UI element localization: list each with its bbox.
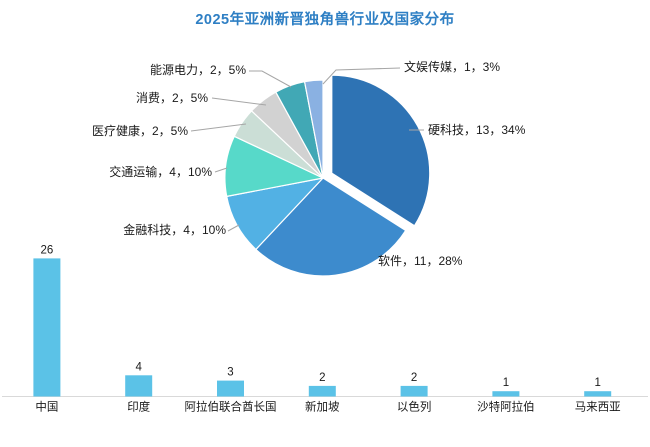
pie-label-5: 消费，2，5%: [136, 91, 208, 105]
bar-value-label-4: 2: [411, 372, 417, 384]
page-title: 2025年亚洲新晋独角兽行业及国家分布: [195, 12, 455, 28]
pie-leader-line-7: [322, 67, 401, 85]
bar-category-label-1: 印度: [127, 400, 150, 414]
pie-slice-7: [303, 79, 324, 179]
pie-slice-1: [255, 177, 407, 277]
bar-category-label-2: 阿拉伯联合酋长国: [185, 400, 277, 414]
bar-2: [217, 380, 244, 397]
bar-value-label-1: 4: [135, 361, 142, 373]
bar-5: [492, 391, 520, 397]
pie-leader-line-6: [249, 70, 292, 88]
bar-value-label-3: 2: [319, 372, 325, 384]
pie-label-4: 医疗健康，2，5%: [92, 123, 188, 138]
bar-category-label-4: 以色列: [397, 400, 432, 414]
bar-4: [400, 385, 428, 397]
pie-label-7: 文娱传媒，1，3%: [404, 59, 500, 74]
pie-leader-line-4: [190, 123, 247, 132]
pie-label-0: 硬科技，13，34%: [428, 123, 526, 137]
pie-leader-line-3: [214, 167, 228, 173]
bar-value-label-6: 1: [594, 377, 600, 389]
bar-category-label-5: 沙特阿拉伯: [477, 400, 535, 414]
bar-category-label-6: 马来西亚: [575, 401, 621, 414]
pie-label-2: 金融科技，4，10%: [123, 222, 226, 237]
bar-0: [33, 258, 61, 397]
bar-value-label-0: 26: [41, 244, 54, 256]
pie-slice-0: [331, 74, 431, 227]
pie-leader-line-2: [227, 224, 240, 232]
bar-category-label-0: 中国: [35, 401, 58, 414]
pie-label-1: 软件，11，28%: [378, 254, 463, 268]
bar-category-label-3: 新加坡: [305, 400, 340, 414]
pie-leader-line-5: [211, 97, 267, 106]
pie-label-6: 能源电力，2，5%: [150, 63, 246, 77]
bar-value-label-5: 1: [503, 377, 509, 389]
bar-3: [308, 385, 336, 397]
bar-value-label-2: 3: [227, 367, 233, 379]
pie-label-3: 交通运输，4，10%: [109, 164, 212, 179]
bar-6: [584, 391, 612, 397]
bar-1: [125, 375, 153, 397]
